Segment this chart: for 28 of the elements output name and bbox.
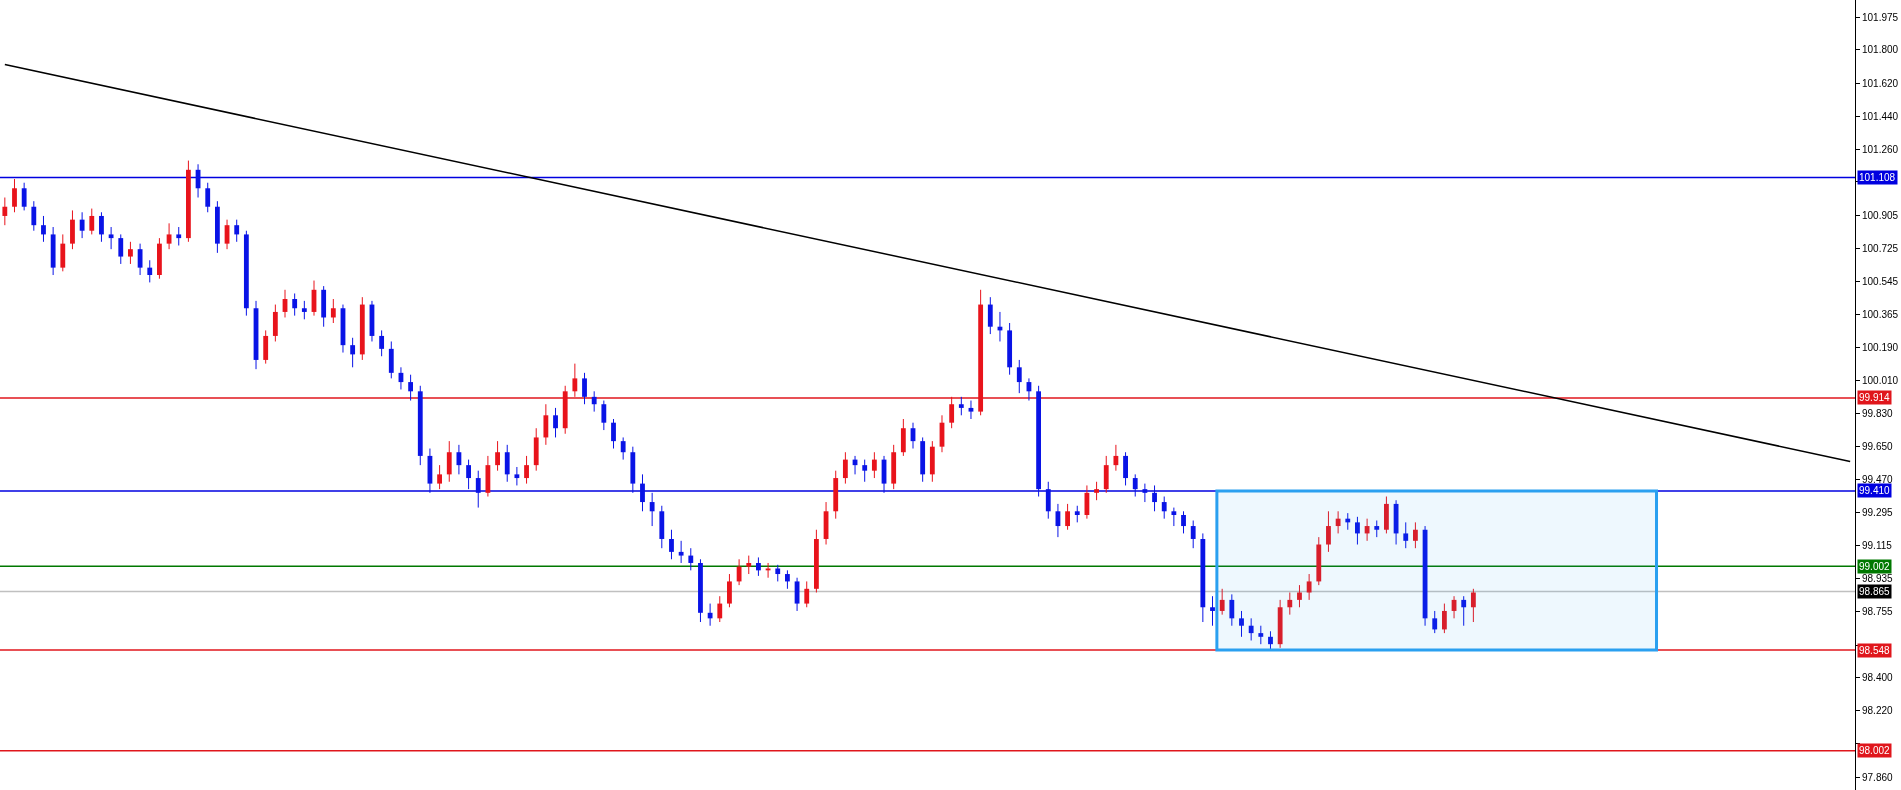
y-tick-label: 100.365 <box>1862 309 1899 321</box>
ref-line-label: 98.548 <box>1859 645 1891 656</box>
ref-line-label: 99.410 <box>1859 485 1891 496</box>
y-tick-label: 99.830 <box>1862 407 1894 419</box>
y-tick-label: 99.295 <box>1862 506 1894 518</box>
y-tick-label: 99.115 <box>1862 539 1893 551</box>
y-tick-label: 101.260 <box>1862 144 1899 156</box>
ref-line-label: 98.002 <box>1859 745 1891 756</box>
y-tick-label: 98.935 <box>1862 573 1894 585</box>
ref-line-label: 101.108 <box>1859 172 1896 183</box>
y-tick-label: 100.545 <box>1862 275 1899 287</box>
y-tick-label: 101.620 <box>1862 77 1899 89</box>
y-tick-label: 98.400 <box>1862 671 1894 683</box>
y-tick-label: 101.440 <box>1862 110 1899 122</box>
y-tick-label: 100.905 <box>1862 209 1899 221</box>
y-tick-label: 98.755 <box>1862 606 1894 618</box>
y-tick-label: 97.860 <box>1862 771 1894 783</box>
y-tick-label: 101.800 <box>1862 44 1899 56</box>
ref-line-label: 99.002 <box>1859 561 1891 572</box>
y-tick-label: 100.010 <box>1862 374 1899 386</box>
y-tick-label: 101.975 <box>1862 12 1899 24</box>
y-tick-label: 100.725 <box>1862 242 1899 254</box>
ref-line-label: 99.914 <box>1859 392 1891 403</box>
y-tick-label: 100.190 <box>1862 341 1899 353</box>
y-tick-label: 98.220 <box>1862 705 1894 717</box>
ref-line-label: 98.865 <box>1859 586 1891 597</box>
y-tick-label: 99.470 <box>1862 474 1894 486</box>
y-tick-label: 99.650 <box>1862 441 1894 453</box>
